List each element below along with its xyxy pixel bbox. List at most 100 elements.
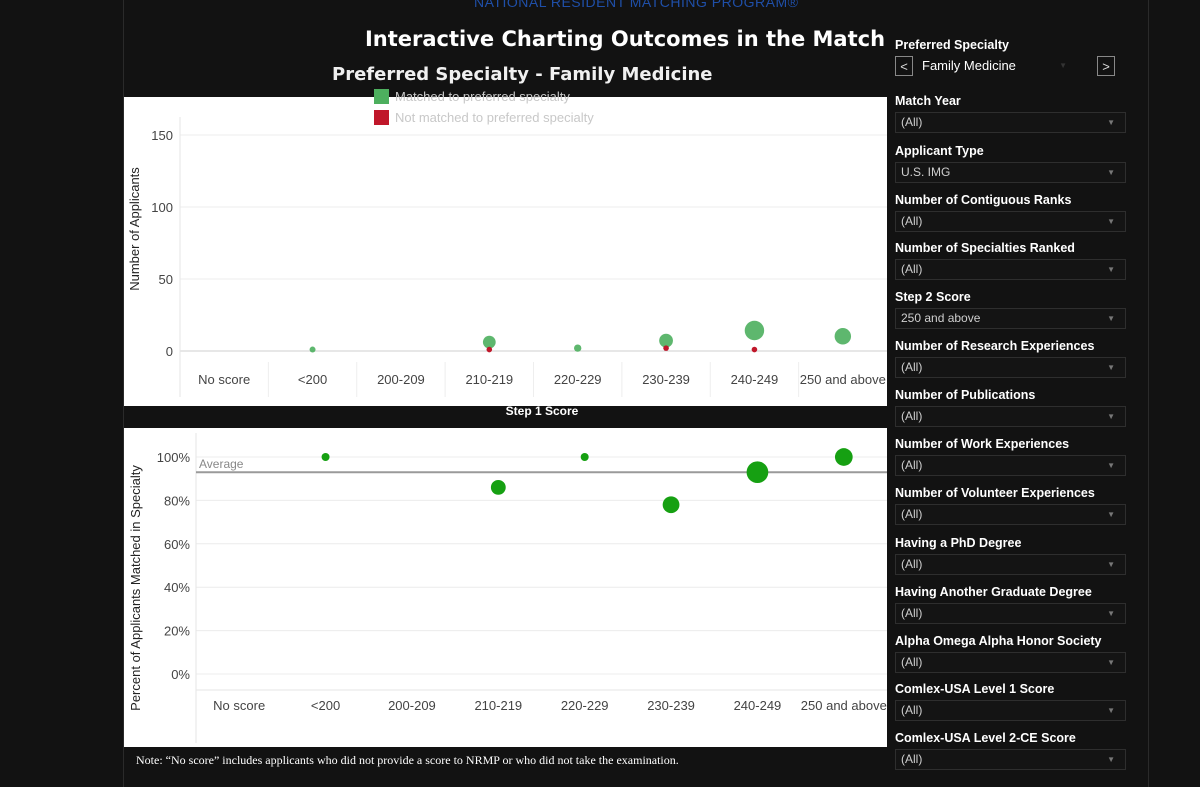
filter-dropdown[interactable]: (All) ▼ xyxy=(895,406,1126,427)
filter-dropdown[interactable]: (All) ▼ xyxy=(895,455,1126,476)
chevron-down-icon: ▼ xyxy=(1107,363,1115,372)
filter-dropdown[interactable]: (All) ▼ xyxy=(895,211,1126,232)
filter-label: Applicant Type xyxy=(895,144,984,158)
filter-label: Number of Volunteer Experiences xyxy=(895,486,1095,500)
legend-swatch-not-matched xyxy=(374,110,389,125)
filter-number-of-volunteer-experiences: Number of Volunteer Experiences (All) ▼ xyxy=(895,486,1127,525)
filter-number-of-work-experiences: Number of Work Experiences (All) ▼ xyxy=(895,437,1127,476)
filter-number-of-specialties-ranked: Number of Specialties Ranked (All) ▼ xyxy=(895,241,1127,280)
y-tick-label: 0% xyxy=(171,667,190,682)
legend-label-not-matched: Not matched to preferred specialty xyxy=(395,110,594,125)
chevron-down-icon: ▼ xyxy=(1107,461,1115,470)
legend-label-matched: Matched to preferred specialty xyxy=(395,89,570,104)
filter-label: Preferred Specialty xyxy=(895,38,1009,52)
x-tick-label: 250 and above xyxy=(801,698,887,713)
filter-value: (All) xyxy=(901,458,923,472)
filter-value: (All) xyxy=(901,214,923,228)
chevron-down-icon: ▼ xyxy=(1107,510,1115,519)
filter-dropdown[interactable]: (All) ▼ xyxy=(895,652,1126,673)
y-tick-label: 50 xyxy=(159,272,173,287)
y-tick-label: 40% xyxy=(164,580,190,595)
filter-having-a-phd-degree: Having a PhD Degree (All) ▼ xyxy=(895,536,1127,575)
x-tick-label: 210-219 xyxy=(465,372,513,387)
filter-label: Comlex-USA Level 2-CE Score xyxy=(895,731,1076,745)
filter-label: Number of Work Experiences xyxy=(895,437,1070,451)
filter-value: (All) xyxy=(901,557,923,571)
not-matched-point xyxy=(663,345,669,351)
page-title: Interactive Charting Outcomes in the Mat… xyxy=(364,27,886,51)
x-axis-title: Step 1 Score xyxy=(505,404,579,418)
x-tick-label: No score xyxy=(213,698,265,713)
footnote: Note: “No score” includes applicants who… xyxy=(136,753,679,767)
filter-label: Step 2 Score xyxy=(895,290,971,304)
y-tick-label: 0 xyxy=(166,344,173,359)
percent-chart-panel: 100% 80% 60% 40% 20% 0% No score <200 200-209 210… xyxy=(124,428,887,747)
x-tick-label: <200 xyxy=(311,698,340,713)
filter-dropdown[interactable]: (All) ▼ xyxy=(895,112,1126,133)
filter-value: (All) xyxy=(901,606,923,620)
x-tick-label: 250 and above xyxy=(800,372,886,387)
filter-alpha-omega-alpha-honor-society: Alpha Omega Alpha Honor Society (All) ▼ xyxy=(895,634,1127,673)
chevron-down-icon: ▼ xyxy=(1107,560,1115,569)
next-specialty-button[interactable]: > xyxy=(1097,56,1115,76)
filter-comlex-usa-level-1-score: Comlex-USA Level 1 Score (All) ▼ xyxy=(895,682,1127,721)
filter-dropdown[interactable]: (All) ▼ xyxy=(895,504,1126,525)
specialty-dropdown[interactable]: Family Medicine ▼ xyxy=(913,56,1097,76)
chevron-down-icon: ▼ xyxy=(1107,412,1115,421)
x-tick-label: 200-209 xyxy=(377,372,425,387)
specialty-value: Family Medicine xyxy=(922,58,1016,73)
chevron-down-icon: ▼ xyxy=(1107,609,1115,618)
filter-dropdown[interactable]: (All) ▼ xyxy=(895,603,1126,624)
filter-dropdown[interactable]: (All) ▼ xyxy=(895,700,1126,721)
chevron-down-icon: ▼ xyxy=(1059,61,1067,70)
chart-subtitle: Preferred Specialty - Family Medicine xyxy=(332,64,713,85)
filter-dropdown[interactable]: U.S. IMG ▼ xyxy=(895,162,1126,183)
chevron-down-icon: ▼ xyxy=(1107,755,1115,764)
filter-value: (All) xyxy=(901,655,923,669)
filter-dropdown[interactable]: (All) ▼ xyxy=(895,259,1126,280)
matched-point xyxy=(574,344,582,352)
x-tick-label: 210-219 xyxy=(474,698,522,713)
y-tick-label: 60% xyxy=(164,537,190,552)
filter-match-year: Match Year (All) ▼ xyxy=(895,94,1127,133)
filter-number-of-publications: Number of Publications (All) ▼ xyxy=(895,388,1127,427)
filter-value: (All) xyxy=(901,507,923,521)
y-tick-label: 80% xyxy=(164,493,190,508)
prev-specialty-button[interactable]: < xyxy=(895,56,913,76)
filter-label: Having a PhD Degree xyxy=(895,536,1022,550)
not-matched-point xyxy=(751,346,758,353)
filter-value: (All) xyxy=(901,360,923,374)
y-axis-title: Number of Applicants xyxy=(127,167,142,291)
filter-dropdown[interactable]: (All) ▼ xyxy=(895,357,1126,378)
filter-having-another-graduate-degree: Having Another Graduate Degree (All) ▼ xyxy=(895,585,1127,624)
filter-dropdown[interactable]: 250 and above ▼ xyxy=(895,308,1126,329)
average-label: Average xyxy=(199,457,244,471)
x-tick-label: 230-239 xyxy=(647,698,695,713)
matched-point xyxy=(309,346,316,353)
filter-label: Number of Specialties Ranked xyxy=(895,241,1075,255)
filter-value: (All) xyxy=(901,115,923,129)
filter-dropdown[interactable]: (All) ▼ xyxy=(895,554,1126,575)
frame-right-border xyxy=(1148,0,1149,787)
applicants-chart-panel: 150 100 50 0 No score <200 200-209 210-219 220-2… xyxy=(124,97,887,406)
filter-dropdown[interactable]: (All) ▼ xyxy=(895,749,1126,770)
filter-value: (All) xyxy=(901,752,923,766)
filter-label: Number of Contiguous Ranks xyxy=(895,193,1072,207)
legend-item-not-matched[interactable]: Not matched to preferred specialty xyxy=(374,107,594,128)
filter-label: Number of Publications xyxy=(895,388,1036,402)
x-tick-label: 240-249 xyxy=(734,698,782,713)
percent-chart: 100% 80% 60% 40% 20% 0% No score <200 200-209 210… xyxy=(128,433,887,743)
x-tick-label: 230-239 xyxy=(642,372,690,387)
percent-point xyxy=(746,461,769,484)
legend-item-matched[interactable]: Matched to preferred specialty xyxy=(374,86,594,107)
chevron-down-icon: ▼ xyxy=(1107,168,1115,177)
chevron-down-icon: ▼ xyxy=(1107,217,1115,226)
x-tick-label: 220-229 xyxy=(554,372,602,387)
percent-point xyxy=(580,453,589,461)
matched-point xyxy=(659,333,673,348)
filter-label: Alpha Omega Alpha Honor Society xyxy=(895,634,1102,648)
filter-label: Comlex-USA Level 1 Score xyxy=(895,682,1055,696)
x-tick-label: 240-249 xyxy=(731,372,779,387)
chevron-down-icon: ▼ xyxy=(1107,265,1115,274)
filter-label: Number of Research Experiences xyxy=(895,339,1095,353)
